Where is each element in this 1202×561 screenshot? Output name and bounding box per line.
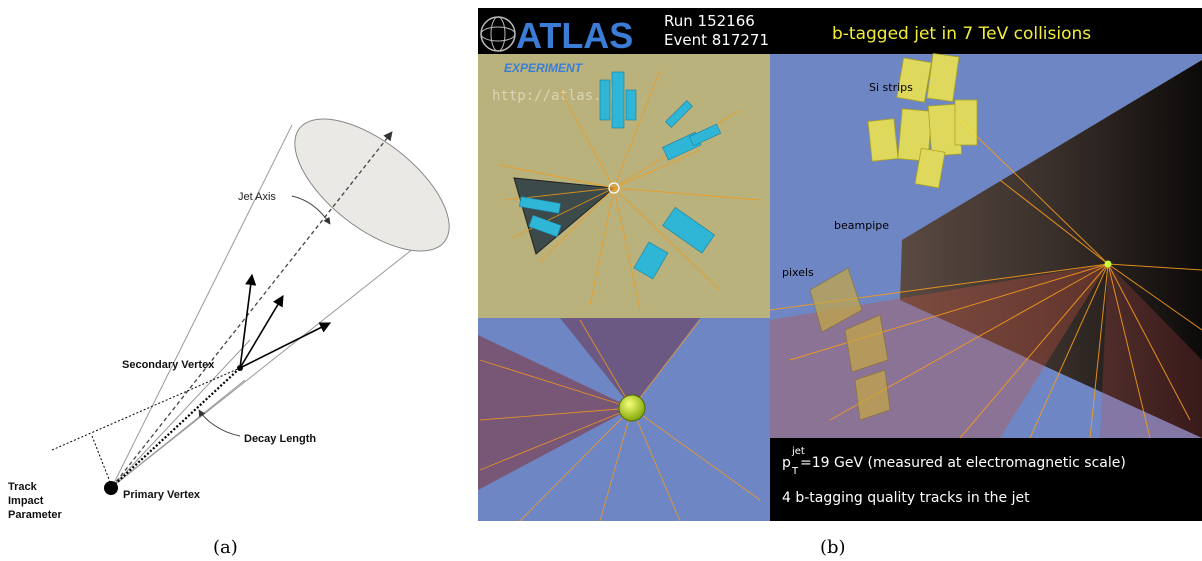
jet-cone-zoom-top bbox=[560, 318, 700, 408]
si-strip-modules bbox=[867, 52, 978, 189]
secondary-track-arrow bbox=[239, 322, 332, 369]
secondary-track-arrow bbox=[239, 273, 257, 369]
jet-axis-pointer bbox=[291, 195, 331, 225]
tracks-text: 4 b-tagging quality tracks in the jet bbox=[782, 490, 1030, 506]
atlas-logo-text: ATLAS bbox=[516, 15, 633, 56]
pixels-label: pixels bbox=[782, 266, 814, 279]
track-impact-parameter-label: Impact bbox=[8, 495, 44, 507]
decay-length-label: Decay Length bbox=[244, 433, 316, 445]
pt-superscript: jet bbox=[791, 446, 805, 457]
jet-cone-edge-upper bbox=[111, 124, 293, 488]
interaction-point-xy bbox=[608, 182, 620, 194]
decay-length-line bbox=[111, 367, 241, 488]
secondary-track-arrow bbox=[239, 295, 284, 369]
primary-vertex-dot bbox=[104, 481, 118, 495]
panel-b-event-display: ATLAS EXPERIMENT http://atlas.ch Run 152… bbox=[478, 8, 1202, 522]
header-bar bbox=[478, 8, 1202, 54]
impact-parameter-line bbox=[91, 435, 113, 488]
info-box bbox=[770, 438, 1202, 521]
track-impact-parameter-label: Parameter bbox=[8, 509, 63, 521]
display-title: b-tagged jet in 7 TeV collisions bbox=[832, 24, 1091, 44]
track-line bbox=[111, 379, 246, 488]
jet-cone-edge-lower bbox=[111, 232, 434, 488]
pt-subscript: T bbox=[791, 466, 799, 477]
jet-axis-line bbox=[111, 131, 393, 488]
orange-tracks-zoom bbox=[479, 319, 761, 522]
run-number: Run 152166 bbox=[664, 12, 755, 30]
beampipe-cone bbox=[900, 60, 1202, 438]
panel-a-diagram: Jet Axis Secondary Vertex Decay Length P… bbox=[8, 118, 450, 521]
jet-cone-ellipse bbox=[294, 118, 450, 252]
orange-tracks-detail bbox=[769, 119, 1202, 439]
event-number: Event 817271 bbox=[664, 31, 769, 49]
caption-a: (a) bbox=[213, 537, 238, 558]
calorimeter-cells-xy bbox=[519, 71, 722, 280]
pt-symbol: p bbox=[782, 455, 791, 471]
vertex-dot-detail bbox=[1104, 260, 1112, 268]
decay-length-pointer bbox=[198, 409, 241, 437]
si-strips-label: Si strips bbox=[869, 81, 913, 94]
secondary-vertex-label: Secondary Vertex bbox=[122, 359, 215, 371]
vertex-ball-zoom bbox=[618, 394, 646, 422]
atlas-logo bbox=[480, 16, 516, 52]
beampipe-label: beampipe bbox=[834, 219, 889, 232]
jet-axis-label: Jet Axis bbox=[238, 191, 276, 203]
track-line bbox=[111, 339, 251, 488]
atlas-url-watermark: http://atlas.ch bbox=[492, 88, 618, 104]
secondary-vertex-dot bbox=[237, 365, 243, 371]
atlas-logo-subtext: EXPERIMENT bbox=[504, 61, 584, 75]
track-impact-parameter-label: Track bbox=[8, 481, 38, 493]
jet-cone-xy bbox=[513, 177, 616, 255]
pt-value-text: =19 GeV (measured at electromagnetic sca… bbox=[800, 455, 1126, 471]
caption-b: (b) bbox=[820, 537, 846, 558]
pixel-modules bbox=[809, 267, 891, 421]
jet-cone-zoom-left bbox=[478, 335, 632, 490]
primary-vertex-label: Primary Vertex bbox=[123, 489, 201, 501]
